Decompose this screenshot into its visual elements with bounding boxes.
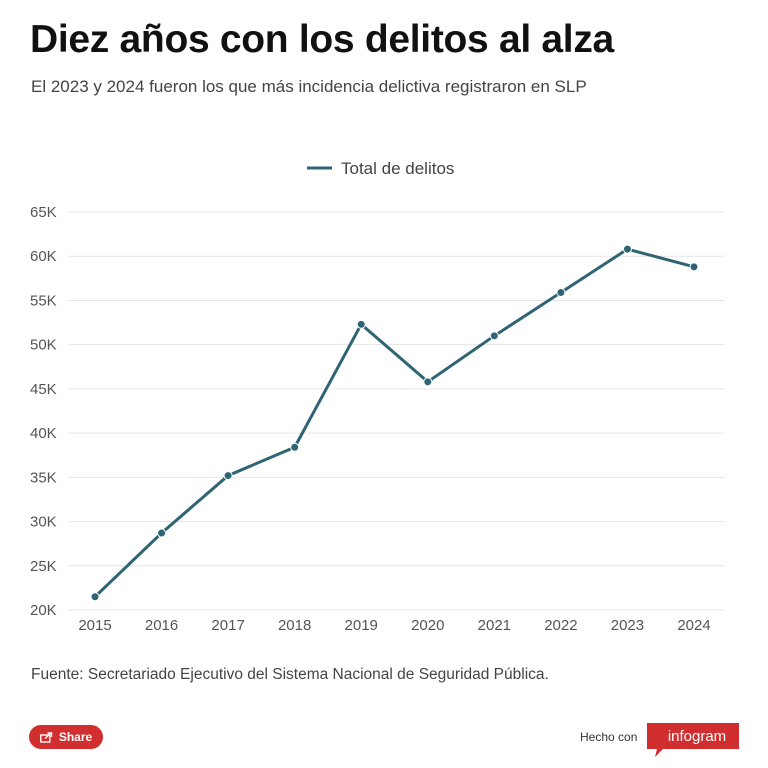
y-tick-label: 45K	[30, 381, 57, 398]
x-tick-label: 2020	[411, 617, 444, 634]
series-total-de-delitos	[90, 244, 699, 602]
data-point[interactable]	[423, 377, 433, 387]
y-axis: 20K 25K 30K 35K 40K 45K 50K 55K 60K 65K	[30, 204, 57, 619]
chart-subtitle: El 2023 y 2024 fueron los que más incide…	[31, 77, 587, 96]
y-tick-label: 35K	[30, 469, 57, 486]
data-point[interactable]	[157, 528, 167, 538]
line-chart: Total de delitos 20K 25K 30K 35K 40K 45K 50K 55…	[30, 159, 725, 634]
x-tick-label: 2017	[211, 617, 244, 634]
share-button[interactable]: Share	[29, 725, 103, 749]
x-tick-label: 2019	[345, 617, 378, 634]
y-tick-label: 25K	[30, 558, 57, 575]
data-point[interactable]	[223, 471, 233, 481]
y-tick-label: 55K	[30, 292, 57, 309]
x-tick-label: 2022	[544, 617, 577, 634]
legend-label: Total de delitos	[341, 159, 454, 178]
x-tick-label: 2024	[677, 617, 710, 634]
chart-title: Diez años con los delitos al alza	[30, 18, 614, 61]
data-point[interactable]	[556, 287, 566, 297]
data-point[interactable]	[356, 319, 366, 329]
made-with-label: Hecho con	[580, 730, 638, 744]
data-point[interactable]	[689, 262, 699, 272]
y-tick-label: 65K	[30, 204, 57, 221]
share-label: Share	[58, 730, 93, 744]
gridlines	[68, 211, 725, 611]
x-tick-label: 2015	[78, 617, 111, 634]
infogram-logo[interactable]: infogram	[641, 723, 739, 757]
x-tick-label: 2021	[478, 617, 511, 634]
y-tick-label: 40K	[30, 425, 57, 442]
x-tick-label: 2016	[145, 617, 178, 634]
data-point[interactable]	[622, 244, 632, 254]
y-tick-label: 50K	[30, 337, 57, 354]
data-point[interactable]	[489, 331, 499, 341]
y-tick-label: 20K	[30, 602, 57, 619]
brand-name: infogram	[668, 728, 726, 745]
data-point[interactable]	[90, 592, 100, 602]
share-icon	[39, 731, 53, 743]
series-line	[93, 247, 695, 598]
source-note: Fuente: Secretariado Ejecutivo del Siste…	[31, 666, 549, 683]
y-tick-label: 60K	[30, 248, 57, 265]
y-tick-label: 30K	[30, 514, 57, 531]
x-tick-label: 2023	[611, 617, 644, 634]
data-point[interactable]	[290, 442, 300, 452]
legend[interactable]: Total de delitos	[307, 159, 454, 178]
x-axis: 2015 2016 2017 2018 2019 2020 2021 2022 2023 2024	[78, 617, 710, 634]
x-tick-label: 2018	[278, 617, 311, 634]
